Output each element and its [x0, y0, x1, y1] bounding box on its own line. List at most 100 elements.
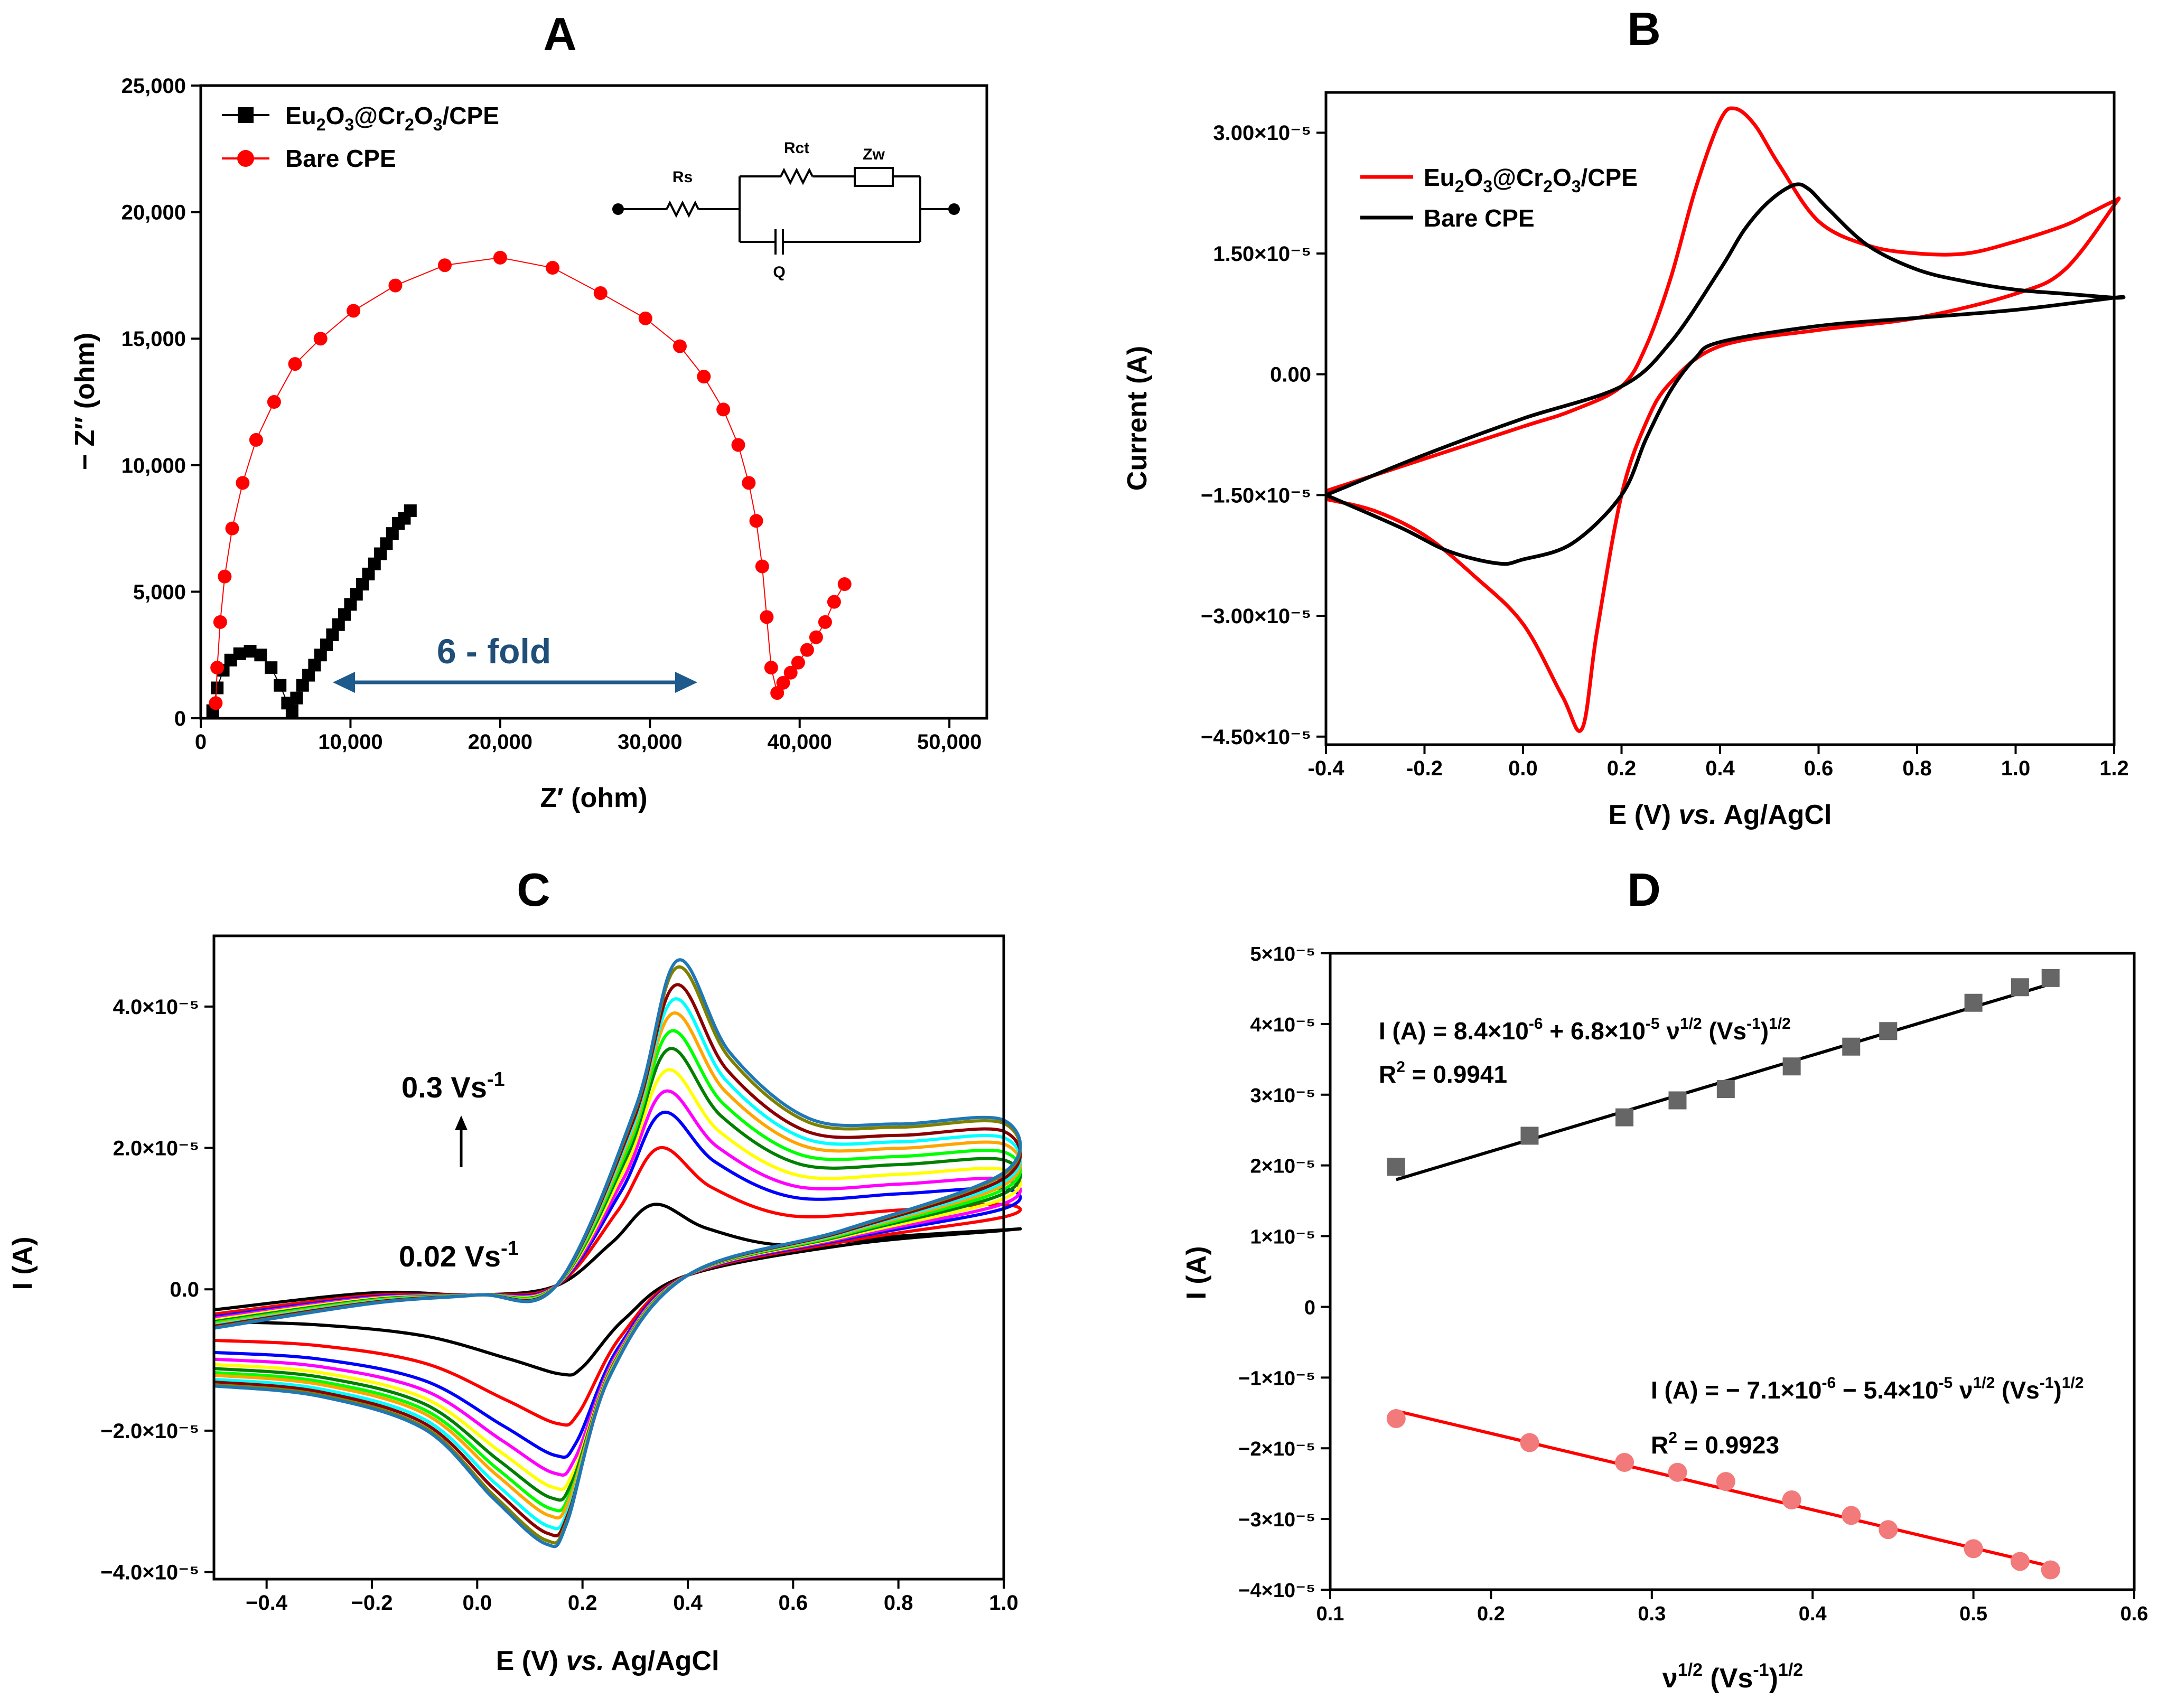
data-point	[313, 332, 328, 346]
data-point	[697, 370, 711, 384]
y-tick-label: 4.0×10⁻⁵	[113, 996, 199, 1019]
y-tick-label: 5,000	[133, 580, 186, 604]
circuit-label-q: Q	[773, 264, 785, 281]
data-point	[388, 278, 403, 293]
cv-curve	[213, 1047, 1022, 1502]
panel-c-title: C	[517, 864, 550, 916]
data-point	[404, 504, 417, 518]
y-tick-label: 0	[174, 707, 186, 730]
data-point	[837, 577, 852, 592]
data-point	[593, 286, 608, 300]
data-point	[827, 595, 841, 609]
data-point	[347, 304, 361, 318]
cv-curve	[213, 965, 1022, 1545]
panel-d-frame	[1329, 952, 2136, 1591]
y-tick-label: 5×10⁻⁵	[1250, 943, 1316, 965]
x-tick-label: 0.6	[779, 1591, 808, 1615]
y-tick-label: 4×10⁻⁵	[1250, 1014, 1316, 1036]
data-point	[225, 521, 239, 536]
circuit-label-rct: Rct	[784, 139, 809, 157]
legend-label-bare-b: Bare CPE	[1424, 204, 1535, 232]
panel-b-data	[1325, 106, 2126, 733]
data-point	[285, 704, 298, 717]
y-tick-label: −4.0×10⁻⁵	[100, 1561, 199, 1584]
data-point	[1716, 1080, 1735, 1099]
panel-b-legend: Eu2O3@Cr2O3/CPE Bare CPE	[1360, 164, 1638, 232]
cv-curve	[213, 1068, 1022, 1491]
panel-b: B -0.4 -0.2 0.0 0.2 0.4 0.6 0.8 1.0 1.2 −4.50×10⁻…	[1122, 3, 2129, 830]
data-point	[749, 514, 763, 528]
data-point	[764, 661, 778, 675]
x-tick-label: 0.4	[1799, 1603, 1827, 1625]
legend-label-eu: Eu2O3@Cr2O3/CPE	[285, 102, 499, 134]
x-tick-label: 30,000	[618, 730, 682, 754]
x-tick-label: 10,000	[318, 730, 382, 754]
data-point	[1964, 1539, 1983, 1559]
data-point	[1842, 1506, 1861, 1525]
cv-curve	[213, 1029, 1022, 1513]
data-point	[1716, 1472, 1735, 1491]
series-line	[1325, 182, 2126, 566]
y-tick-label: 2.0×10⁻⁵	[113, 1137, 199, 1160]
panel-a: A 0 10,000 20,000 30,000 40,000 50,000 0 5,000 1…	[70, 8, 988, 813]
x-tick-label: 1.0	[989, 1591, 1019, 1615]
data-point	[1668, 1462, 1687, 1482]
y-tick-label: −1×10⁻⁵	[1238, 1367, 1315, 1390]
panel-a-ylabel: − Z″ (ohm)	[70, 333, 100, 470]
y-tick-label: 15,000	[122, 327, 186, 351]
data-point	[770, 686, 784, 700]
data-point	[1879, 1022, 1898, 1040]
panel-a-xlabel: Z′ (ohm)	[540, 783, 647, 813]
data-point	[760, 610, 774, 624]
data-point	[267, 395, 281, 409]
x-tick-label: 0.0	[463, 1591, 492, 1615]
x-tick-label: 1.0	[2001, 757, 2031, 780]
panel-c-axes: −0.4 −0.2 0.0 0.2 0.4 0.6 0.8 1.0 −4.0×10⁻⁵ −2.0×…	[100, 996, 1019, 1615]
data-point	[638, 311, 652, 325]
series-line	[1325, 106, 2121, 733]
y-tick-label: 0	[1304, 1297, 1315, 1319]
x-tick-label: 1.2	[2099, 757, 2129, 780]
x-tick-label: 0.0	[1508, 757, 1538, 780]
data-point	[2010, 1552, 2030, 1571]
data-point	[1520, 1433, 1539, 1452]
y-tick-label: −3.00×10⁻⁵	[1201, 605, 1311, 628]
data-point	[1668, 1091, 1687, 1110]
y-tick-label: 25,000	[122, 74, 186, 98]
data-point	[1387, 1158, 1405, 1176]
legend-marker-eu	[238, 107, 254, 123]
x-tick-label: 0.8	[1902, 757, 1932, 780]
data-point	[1520, 1127, 1539, 1145]
data-point	[1782, 1490, 1801, 1509]
x-tick-label: 0.1	[1316, 1603, 1344, 1625]
x-tick-label: 0.2	[568, 1591, 597, 1615]
x-tick-label: 0.4	[673, 1591, 703, 1615]
panel-a-data	[206, 250, 852, 717]
equivalent-circuit-inset	[612, 167, 960, 255]
circuit-resistor-rct	[780, 167, 814, 185]
x-tick-label: 50,000	[917, 730, 982, 754]
circuit-label-rs: Rs	[672, 168, 693, 186]
x-tick-label: −0.2	[351, 1591, 393, 1615]
data-point	[254, 649, 267, 662]
data-point	[672, 339, 687, 353]
panel-a-legend: Eu2O3@Cr2O3/CPE Bare CPE	[222, 102, 499, 172]
x-tick-label: 0.5	[1959, 1603, 1987, 1625]
circuit-warburg-zw	[854, 167, 894, 187]
data-point	[809, 630, 823, 644]
data-point	[236, 476, 250, 490]
data-point	[1782, 1057, 1801, 1076]
panel-b-axes: -0.4 -0.2 0.0 0.2 0.4 0.6 0.8 1.0 1.2 −4.50×10⁻⁵ −…	[1201, 121, 2129, 780]
legend-marker-bare	[237, 150, 254, 167]
panel-c-data	[213, 958, 1022, 1549]
cathodic-fit-equation: I (A) = − 7.1×10-6 − 5.4×10-5 ν1/2 (Vs-1…	[1651, 1374, 2084, 1404]
data-point	[290, 691, 303, 705]
data-point	[2041, 1560, 2060, 1580]
data-point	[1842, 1037, 1861, 1056]
x-tick-label: -0.4	[1308, 757, 1345, 780]
y-tick-label: 3.00×10⁻⁵	[1213, 121, 1311, 145]
panel-b-xlabel: E (V) vs. Ag/AgCl	[1609, 800, 1832, 830]
y-tick-label: −4×10⁻⁵	[1238, 1580, 1315, 1602]
data-point	[783, 665, 798, 680]
x-tick-label: 20,000	[468, 730, 533, 754]
